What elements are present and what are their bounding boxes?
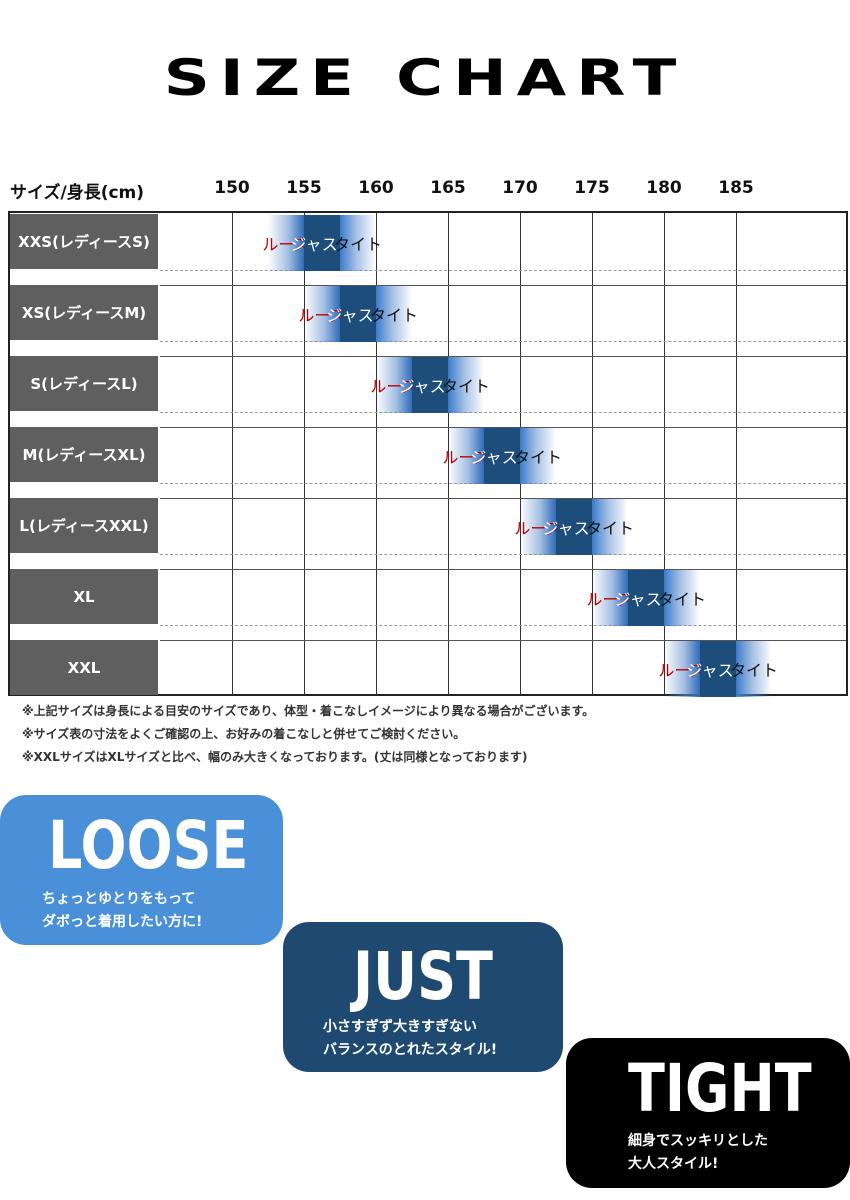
- x-tick-label: 175: [574, 178, 610, 198]
- tight-segment: タイト: [442, 357, 490, 413]
- loose-segment: ルーズ: [262, 215, 310, 271]
- size-row-label: L(レディースXXL): [10, 498, 158, 553]
- grid-hline: [160, 498, 846, 499]
- tight-segment: タイト: [334, 215, 382, 271]
- grid-vline: [664, 213, 665, 694]
- loose-segment: ルーズ: [442, 428, 490, 484]
- just-segment: ジャスト: [326, 286, 390, 342]
- grid-hline-dashed: [160, 412, 846, 413]
- just-segment: ジャスト: [290, 215, 354, 271]
- tight-segment: タイト: [514, 428, 562, 484]
- just-segment: ジャスト: [542, 499, 606, 555]
- size-row-label: M(レディースXL): [10, 427, 158, 482]
- note-1: ※上記サイズは身長による目安のサイズであり、体型・着こなしイメージにより異なる場…: [22, 704, 595, 718]
- grid-hline-dashed: [160, 270, 846, 271]
- loose-segment: ルーズ: [514, 499, 562, 555]
- x-tick-label: 185: [718, 178, 754, 198]
- just-segment: ジャスト: [398, 357, 462, 413]
- loose-segment: ルーズ: [658, 641, 706, 697]
- loose-segment: ルーズ: [370, 357, 418, 413]
- just-segment: ジャスト: [686, 641, 750, 697]
- tight-card-line-1: 細身でスッキリとした: [628, 1133, 768, 1149]
- size-row-label: XS(レディースM): [10, 285, 158, 340]
- just-segment: ジャスト: [470, 428, 534, 484]
- notes: ※上記サイズは身長による目安のサイズであり、体型・着こなしイメージにより異なる場…: [22, 700, 594, 769]
- size-row-label: XXS(レディースS): [10, 214, 158, 269]
- grid-vline: [376, 213, 377, 694]
- x-tick-label: 170: [502, 178, 538, 198]
- loose-segment: ルーズ: [586, 570, 634, 626]
- grid-hline-dashed: [160, 625, 846, 626]
- loose-card-line-2: ダボっと着用したい方に!: [42, 914, 203, 930]
- tight-card-line-2: 大人スタイル!: [628, 1156, 719, 1172]
- x-tick-label: 150: [214, 178, 250, 198]
- grid-vline: [736, 213, 737, 694]
- note-3: ※XXLサイズはXLサイズと比べ、幅のみ大きくなっております。(丈は同様となって…: [22, 750, 528, 764]
- tight-segment: タイト: [370, 286, 418, 342]
- tight-segment: タイト: [730, 641, 778, 697]
- loose-segment: ルーズ: [298, 286, 346, 342]
- grid-vline: [592, 213, 593, 694]
- header-label: サイズ/身長(cm): [10, 183, 145, 203]
- x-tick-label: 165: [430, 178, 466, 198]
- size-row-label: XXL: [10, 640, 158, 695]
- grid-hline: [160, 356, 846, 357]
- note-2: ※サイズ表の寸法をよくご確認の上、お好みの着こなしと併せてご検討ください。: [22, 727, 466, 741]
- just-card-line-2: バランスのとれたスタイル!: [323, 1042, 498, 1058]
- loose-card: LOOSE ちょっとゆとりをもって ダボっと着用したい方に!: [0, 795, 283, 945]
- tight-segment: タイト: [658, 570, 706, 626]
- tight-card-title: TIGHT: [628, 1050, 812, 1127]
- grid-hline: [160, 285, 846, 286]
- loose-card-title: LOOSE: [48, 807, 249, 884]
- x-tick-label: 180: [646, 178, 682, 198]
- x-tick-label: 155: [286, 178, 322, 198]
- size-row-label: XL: [10, 569, 158, 624]
- tight-segment: タイト: [586, 499, 634, 555]
- grid-hline: [160, 640, 846, 641]
- grid-hline: [160, 569, 846, 570]
- grid-hline-dashed: [160, 341, 846, 342]
- just-segment: ジャスト: [614, 570, 678, 626]
- grid-vline: [232, 213, 233, 694]
- loose-card-line-1: ちょっとゆとりをもって: [42, 891, 196, 907]
- just-card-title: JUST: [353, 938, 493, 1015]
- grid-hline: [160, 427, 846, 428]
- grid-hline-dashed: [160, 554, 846, 555]
- grid-vline: [304, 213, 305, 694]
- tight-card: TIGHT 細身でスッキリとした 大人スタイル!: [566, 1038, 850, 1188]
- size-row-label: S(レディースL): [10, 356, 158, 411]
- page-title: SIZE CHART: [163, 50, 687, 108]
- just-card-line-1: 小さすぎず大きすぎない: [323, 1019, 477, 1035]
- x-tick-label: 160: [358, 178, 394, 198]
- just-card: JUST 小さすぎず大きすぎない バランスのとれたスタイル!: [283, 922, 563, 1072]
